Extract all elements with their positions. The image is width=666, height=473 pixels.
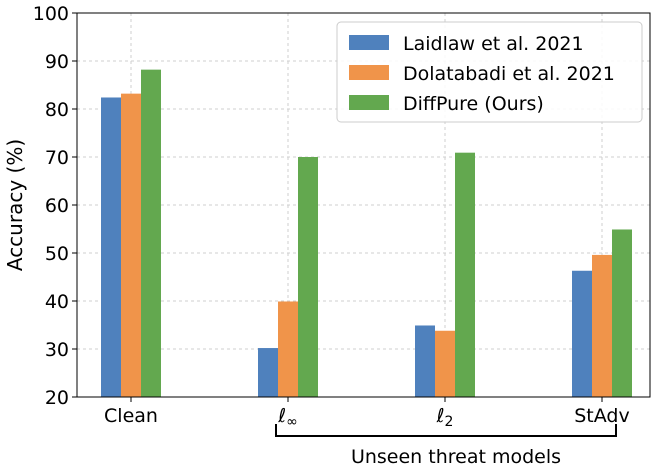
legend-label: Dolatabadi et al. 2021	[403, 63, 615, 85]
legend-label: DiffPure (Ours)	[403, 93, 544, 115]
x-axis-ticks: Clean ℓ∞ ℓ2 StAdv	[104, 397, 630, 430]
y-tick-label: 70	[45, 147, 69, 169]
bar	[258, 348, 278, 397]
legend: Laidlaw et al. 2021 Dolatabadi et al. 202…	[336, 21, 643, 123]
y-tick-label: 60	[45, 195, 69, 217]
legend-swatch	[349, 65, 389, 80]
y-tick-label: 90	[45, 51, 69, 73]
y-tick-label: 40	[45, 291, 69, 313]
bar	[278, 301, 298, 397]
bar	[612, 229, 632, 397]
legend-box	[336, 21, 643, 123]
y-tick-label: 80	[45, 99, 69, 121]
legend-label: Laidlaw et al. 2021	[403, 33, 584, 55]
y-tick-label: 30	[45, 339, 69, 361]
x-tick-label: ℓ∞	[277, 405, 298, 430]
x-tick-label: StAdv	[574, 405, 629, 427]
x-tick-label: ℓ2	[436, 405, 454, 430]
bar	[435, 330, 455, 397]
y-axis-label: Accuracy (%)	[3, 139, 27, 271]
bar	[298, 157, 318, 397]
legend-swatch	[349, 95, 389, 110]
y-axis-ticks: 20 30 40 50 60 70 80 90 100	[33, 3, 77, 409]
bars	[101, 69, 632, 397]
threat-model-bracket: Unseen threat models	[275, 424, 617, 468]
bar	[455, 152, 475, 397]
x-tick-label: Clean	[104, 405, 158, 427]
bar	[101, 97, 121, 397]
y-tick-label: 100	[33, 3, 69, 25]
bar	[572, 270, 592, 397]
bar	[415, 325, 435, 397]
bar	[592, 254, 612, 397]
bracket-line	[275, 424, 617, 437]
bracket-annotation: Unseen threat models	[351, 446, 561, 468]
y-tick-label: 20	[45, 387, 69, 409]
bar	[141, 69, 161, 397]
y-tick-label: 50	[45, 243, 69, 265]
legend-swatch	[349, 35, 389, 50]
bar	[121, 93, 141, 397]
